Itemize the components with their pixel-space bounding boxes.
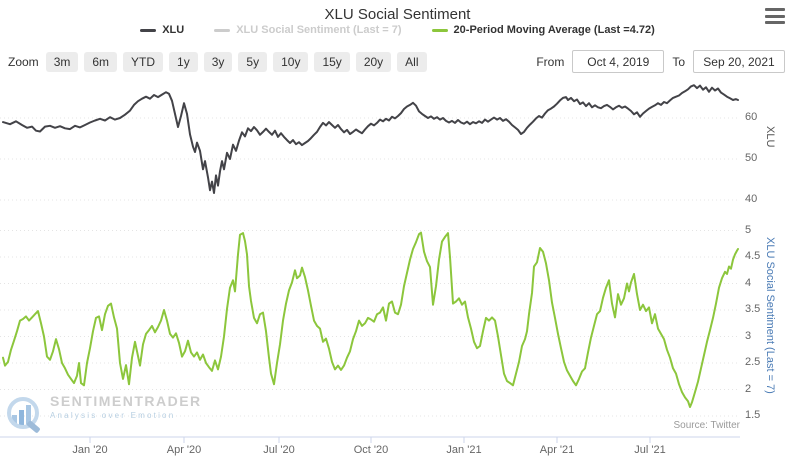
- y-tick-label: 3.5: [745, 303, 761, 315]
- y-tick-label: 40: [745, 193, 758, 205]
- page-title: XLU Social Sentiment: [324, 6, 471, 23]
- x-tick-label: Jan '21: [446, 444, 482, 456]
- x-tick-label: Jan '20: [72, 444, 108, 456]
- y-tick-label: 60: [745, 111, 758, 123]
- legend-label: XLU: [162, 24, 185, 36]
- range-button-3m[interactable]: 3m: [45, 51, 79, 72]
- to-date-input[interactable]: [693, 50, 785, 73]
- x-tick-label: Apr '20: [166, 444, 202, 456]
- y-tick-label: 50: [745, 152, 758, 164]
- range-button-3y[interactable]: 3y: [203, 51, 233, 72]
- range-button-5y[interactable]: 5y: [238, 51, 268, 72]
- x-tick-label: Jul '20: [263, 444, 295, 456]
- range-button-6m[interactable]: 6m: [84, 51, 118, 72]
- legend-swatch-icon: [431, 28, 448, 32]
- range-button-10y[interactable]: 10y: [273, 51, 309, 72]
- legend: XLU XLU Social Sentiment (Last = 7) 20-Per…: [0, 24, 795, 36]
- range-button-1y[interactable]: 1y: [169, 51, 198, 72]
- sentiment-axis-title: XLU Social Sentiment (Last = 7): [764, 237, 776, 394]
- range-button-all[interactable]: All: [397, 51, 427, 72]
- range-button-15y[interactable]: 15y: [314, 51, 350, 72]
- y-tick-label: 4.5: [745, 250, 761, 262]
- range-button-group: 3m 6m YTD 1y 3y 5y 10y 15y 20y All: [45, 51, 427, 72]
- y-tick-label: 3: [745, 329, 752, 342]
- hamburger-menu-icon[interactable]: [765, 8, 785, 24]
- price-series-line: [2, 84, 739, 194]
- legend-label: 20-Period Moving Average (Last =4.72): [453, 24, 655, 36]
- y-tick-label: 2: [745, 382, 752, 395]
- legend-item-2[interactable]: 20-Period Moving Average (Last =4.72): [431, 24, 655, 36]
- legend-item-0[interactable]: XLU: [140, 24, 184, 36]
- legend-swatch-icon: [140, 28, 157, 32]
- x-tick-label: Jul '21: [634, 444, 666, 456]
- y-tick-label: 1.5: [745, 409, 761, 421]
- from-date-input[interactable]: [572, 50, 665, 73]
- x-tick-label: Apr '21: [539, 444, 575, 456]
- legend-swatch-icon: [214, 28, 231, 32]
- range-button-20y[interactable]: 20y: [355, 51, 392, 72]
- zoom-label: Zoom: [8, 54, 39, 69]
- to-label: To: [672, 54, 685, 69]
- y-tick-label: 2.5: [745, 356, 761, 368]
- y-tick-label: 5: [745, 223, 752, 236]
- date-range: From To: [536, 50, 785, 73]
- price-axis-title: XLU: [764, 126, 776, 148]
- y-tick-label: 4: [745, 276, 752, 289]
- from-label: From: [536, 54, 565, 69]
- x-tick-label: Oct '20: [353, 444, 389, 456]
- range-button-ytd[interactable]: YTD: [123, 51, 164, 72]
- legend-item-1[interactable]: XLU Social Sentiment (Last = 7): [214, 24, 402, 36]
- legend-label: XLU Social Sentiment (Last = 7): [236, 24, 402, 36]
- sentiment-series-line: [2, 231, 739, 408]
- source-note: Source: Twitter: [673, 420, 740, 431]
